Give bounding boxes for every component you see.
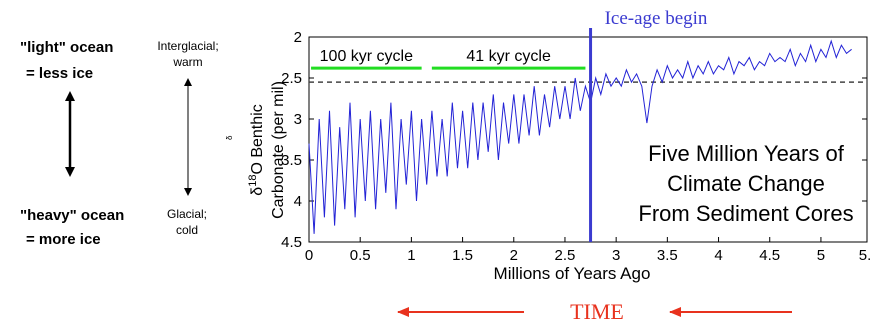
x-tick-label: 2.5 <box>555 247 576 264</box>
x-tick-label-last: 5. <box>859 247 872 264</box>
x-tick-label: 3.5 <box>657 247 678 264</box>
cycle-annotations: 100 kyr cycle 41 kyr cycle <box>311 48 586 70</box>
heavy-ocean-label: "heavy" ocean <box>20 207 124 224</box>
x-tick-label: 1 <box>407 247 415 264</box>
y-tick-label: 2 <box>294 29 302 46</box>
stray-glyph: δ <box>225 135 234 140</box>
x-tick-label: 1.5 <box>452 247 473 264</box>
title-line-1: Five Million Years of <box>648 141 845 166</box>
glacial-label: Glacial; <box>167 207 207 221</box>
light-ocean-label: "light" ocean <box>20 39 113 56</box>
x-tick-label: 0 <box>305 247 313 264</box>
title-line-3: From Sediment Cores <box>638 201 853 226</box>
x-axis-label: Millions of Years Ago <box>494 264 651 283</box>
x-tick-label: 3 <box>612 247 620 264</box>
y-axis-label-line2: Carbonate (per mil) <box>270 81 287 219</box>
y-tick-label: 3.5 <box>281 152 302 169</box>
time-label: TIME <box>570 299 624 324</box>
title-line-2: Climate Change <box>667 171 825 196</box>
x-ticks: 0 0.5 1 1.5 2 2.5 3 3.5 4 4.5 5 5. <box>305 237 871 264</box>
y-tick-label: 2.5 <box>281 70 302 87</box>
cold-label: cold <box>176 223 198 237</box>
series-line <box>308 39 852 234</box>
cycle-label: 100 kyr cycle <box>320 48 413 65</box>
y-axis-label-line1: δ18O Benthic <box>247 104 266 195</box>
y-tick-label: 3 <box>294 111 302 128</box>
less-ice-label: = less ice <box>26 65 93 82</box>
plot-frame <box>308 36 868 243</box>
x-tick-label: 5 <box>817 247 825 264</box>
y-ticks: 2 2.5 3 3.5 4 4.5 <box>281 29 867 251</box>
warm-label: warm <box>172 55 202 69</box>
y-tick-label: 4 <box>294 193 302 210</box>
plot-area: 2 2.5 3 3.5 4 4.5 0 0.5 1 1.5 2 2.5 3 3.5 4 4.5 5 5. 100… <box>281 28 871 264</box>
ice-age-label: Ice-age begin <box>605 8 708 29</box>
y-tick-label: 4.5 <box>281 234 302 251</box>
x-tick-label: 0.5 <box>350 247 371 264</box>
x-tick-label: 4.5 <box>759 247 780 264</box>
cycle-label: 41 kyr cycle <box>466 48 551 65</box>
interglacial-label: Interglacial; <box>157 39 218 53</box>
x-tick-label: 4 <box>714 247 722 264</box>
x-tick-label: 2 <box>510 247 518 264</box>
more-ice-label: = more ice <box>26 231 101 248</box>
